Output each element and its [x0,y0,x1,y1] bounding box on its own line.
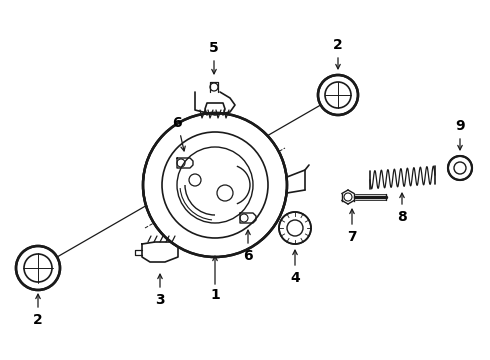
Text: 6: 6 [243,249,253,263]
Text: 3: 3 [155,293,165,307]
Text: 4: 4 [290,271,300,285]
Text: 5: 5 [209,41,219,55]
Text: 2: 2 [333,38,343,52]
Circle shape [318,75,358,115]
Text: 6: 6 [172,116,182,130]
Text: 2: 2 [33,313,43,327]
Circle shape [16,246,60,290]
Text: 9: 9 [455,119,465,133]
Circle shape [279,212,311,244]
Circle shape [143,113,287,257]
Text: 1: 1 [210,288,220,302]
Text: 7: 7 [347,230,357,244]
Text: 8: 8 [397,210,407,224]
Circle shape [448,156,472,180]
